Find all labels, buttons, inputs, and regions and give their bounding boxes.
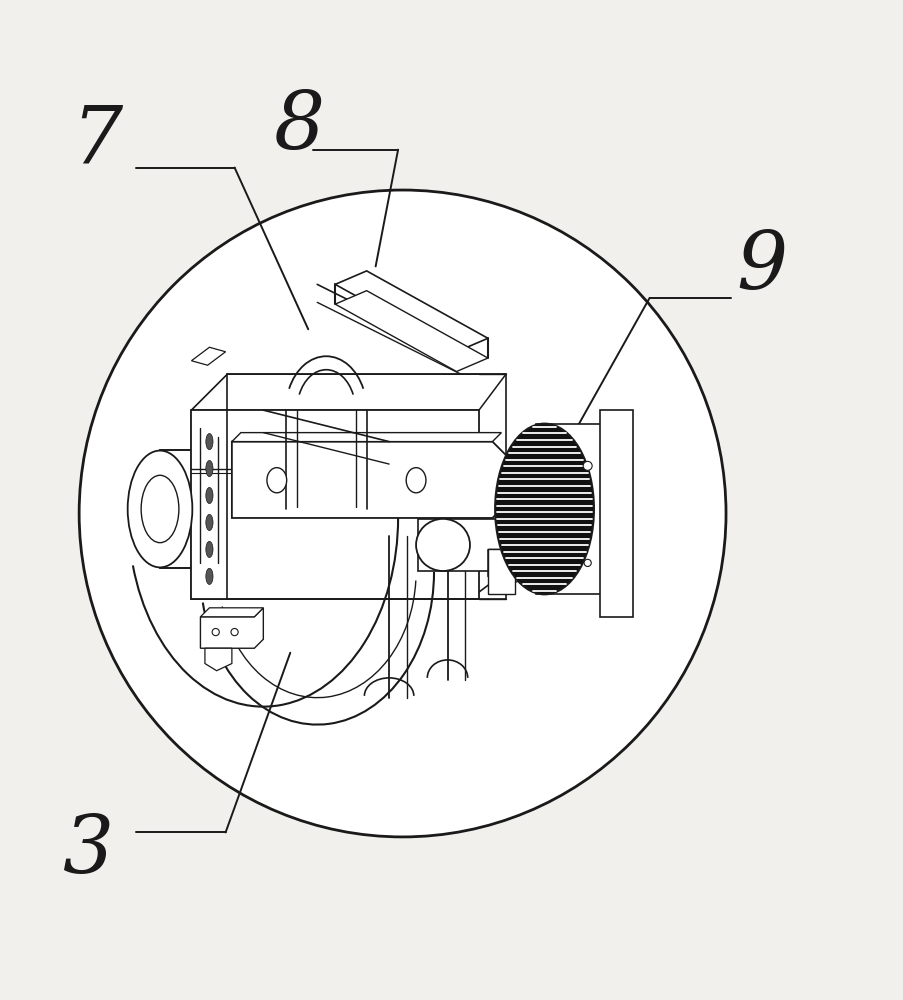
Ellipse shape [206,514,213,531]
Ellipse shape [206,541,213,558]
Polygon shape [335,291,488,372]
Polygon shape [535,424,616,594]
Polygon shape [232,433,501,442]
Ellipse shape [583,559,591,566]
Ellipse shape [415,519,470,571]
Ellipse shape [206,487,213,504]
Ellipse shape [266,468,286,493]
Text: 9: 9 [736,228,787,305]
Text: 3: 3 [62,812,114,889]
Ellipse shape [231,628,237,636]
Ellipse shape [405,468,425,493]
Polygon shape [200,608,263,648]
Polygon shape [488,549,515,594]
Polygon shape [191,410,479,599]
Polygon shape [335,271,488,352]
Polygon shape [600,410,632,617]
Ellipse shape [141,475,179,543]
Polygon shape [191,536,506,599]
Polygon shape [191,374,228,599]
Ellipse shape [206,568,213,584]
Polygon shape [191,374,506,410]
Polygon shape [160,450,263,568]
Ellipse shape [503,520,526,570]
Text: 7: 7 [71,102,123,179]
Ellipse shape [582,461,591,470]
Ellipse shape [212,628,219,636]
Polygon shape [205,648,232,671]
Ellipse shape [206,434,213,450]
Polygon shape [417,519,515,571]
Polygon shape [232,442,510,518]
Polygon shape [191,347,226,365]
Polygon shape [200,608,263,617]
Polygon shape [488,549,532,585]
Ellipse shape [127,451,192,567]
Ellipse shape [206,460,213,477]
Ellipse shape [495,424,593,594]
Circle shape [79,190,725,837]
Text: 8: 8 [274,88,324,166]
